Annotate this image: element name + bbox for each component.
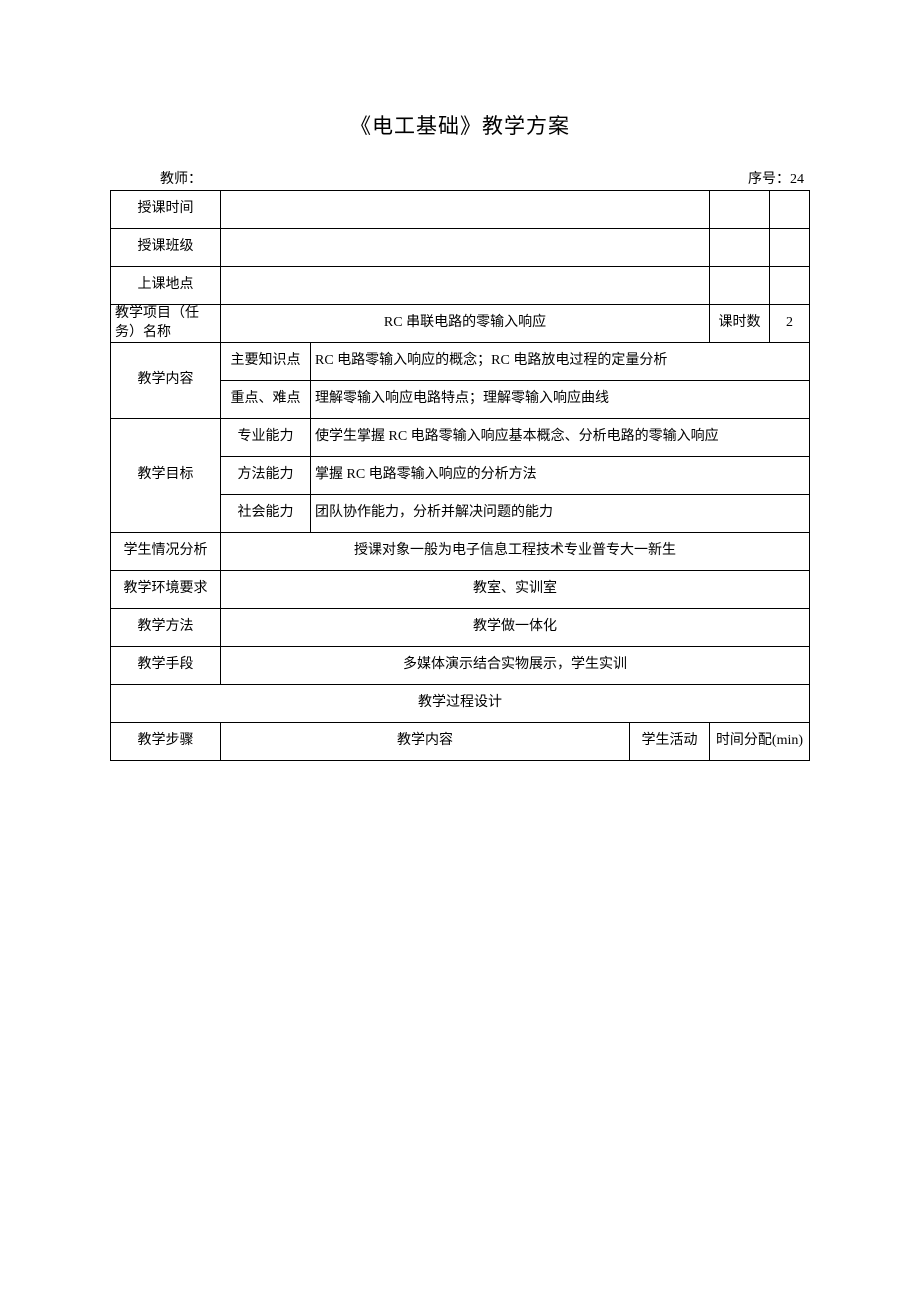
teacher-label: 教师： <box>160 168 202 188</box>
cell-hours-value: 2 <box>770 305 810 343</box>
table-row: 教学目标 专业能力 使学生掌握 RC 电路零输入响应基本概念、分析电路的零输入响… <box>111 419 810 457</box>
cell: 多媒体演示结合实物展示，学生实训 <box>221 647 810 685</box>
table-row: 教学内容 主要知识点 RC 电路零输入响应的概念；RC 电路放电过程的定量分析 <box>111 343 810 381</box>
cell: 理解零输入响应电路特点；理解零输入响应曲线 <box>311 381 810 419</box>
cell: RC 电路零输入响应的概念；RC 电路放电过程的定量分析 <box>311 343 810 381</box>
cell-process-label: 教学过程设计 <box>111 685 810 723</box>
table-row: 教学过程设计 <box>111 685 810 723</box>
cell <box>710 267 770 305</box>
cell-means-label: 教学手段 <box>111 647 221 685</box>
cell-step-label: 教学步骤 <box>111 723 221 761</box>
table-row: 授课班级 <box>111 229 810 267</box>
cell-time-label: 授课时间 <box>111 191 221 229</box>
cell-content-label: 教学内容 <box>111 343 221 419</box>
cell <box>770 267 810 305</box>
cell-step-activity: 学生活动 <box>630 723 710 761</box>
cell-step-content: 教学内容 <box>221 723 630 761</box>
cell: 专业能力 <box>221 419 311 457</box>
cell: 使学生掌握 RC 电路零输入响应基本概念、分析电路的零输入响应 <box>311 419 810 457</box>
cell-step-time: 时间分配(min) <box>710 723 810 761</box>
cell-project-label: 教学项目（任务）名称 <box>111 305 221 343</box>
cell: 团队协作能力，分析并解决问题的能力 <box>311 495 810 533</box>
table-row: 教学方法 教学做一体化 <box>111 609 810 647</box>
cell: 授课对象一般为电子信息工程技术专业普专大一新生 <box>221 533 810 571</box>
table-row: 教学步骤 教学内容 学生活动 时间分配(min) <box>111 723 810 761</box>
table-row: 教学环境要求 教室、实训室 <box>111 571 810 609</box>
cell-hours-label: 课时数 <box>710 305 770 343</box>
cell: 掌握 RC 电路零输入响应的分析方法 <box>311 457 810 495</box>
table-row: 学生情况分析 授课对象一般为电子信息工程技术专业普专大一新生 <box>111 533 810 571</box>
cell-method-label: 教学方法 <box>111 609 221 647</box>
cell <box>221 229 710 267</box>
cell-goal-label: 教学目标 <box>111 419 221 533</box>
cell <box>221 191 710 229</box>
doc-title: 《电工基础》教学方案 <box>110 110 810 140</box>
table-row: 授课时间 <box>111 191 810 229</box>
cell <box>770 191 810 229</box>
cell: 教室、实训室 <box>221 571 810 609</box>
cell <box>770 229 810 267</box>
table-row: 上课地点 <box>111 267 810 305</box>
cell: 主要知识点 <box>221 343 311 381</box>
table-row: 教学项目（任务）名称 RC 串联电路的零输入响应 课时数 2 <box>111 305 810 343</box>
cell-env-label: 教学环境要求 <box>111 571 221 609</box>
cell <box>710 229 770 267</box>
cell: 社会能力 <box>221 495 311 533</box>
plan-table: 授课时间 授课班级 上课地点 教学项目（任务）名称 RC 串联电路的零输入响应 … <box>110 190 810 761</box>
cell: 教学做一体化 <box>221 609 810 647</box>
sequence-label: 序号：24 <box>748 168 804 188</box>
cell-student-label: 学生情况分析 <box>111 533 221 571</box>
cell <box>710 191 770 229</box>
cell-location-label: 上课地点 <box>111 267 221 305</box>
cell: 重点、难点 <box>221 381 311 419</box>
cell <box>221 267 710 305</box>
cell: 方法能力 <box>221 457 311 495</box>
cell-class-label: 授课班级 <box>111 229 221 267</box>
table-row: 教学手段 多媒体演示结合实物展示，学生实训 <box>111 647 810 685</box>
cell-project-value: RC 串联电路的零输入响应 <box>221 305 710 343</box>
